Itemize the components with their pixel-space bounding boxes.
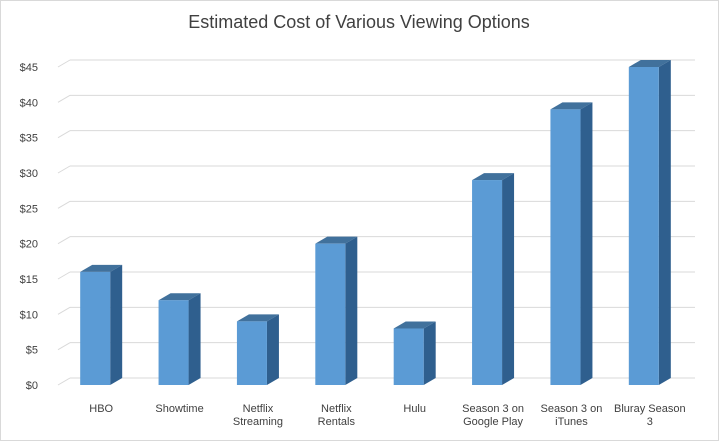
y-tick-label: $5 [26,345,38,357]
x-tick-label: HBO [89,403,113,415]
y-tick-label: $15 [20,274,38,286]
gridline [57,130,695,139]
gridline [57,165,695,174]
bar [628,60,671,385]
y-tick-label: $20 [20,239,38,251]
bar [315,236,358,385]
y-tick-label: $40 [20,97,38,109]
gridline [57,94,695,103]
bars [80,60,671,386]
x-axis-labels: HBO Showtime Netflix Streaming Netflix Rental… [89,403,685,428]
y-tick-label: $0 [26,380,38,392]
bar [80,264,123,385]
bar [236,314,279,385]
y-tick-label: $25 [20,203,38,215]
y-tick-label: $10 [20,309,38,321]
bar [393,321,436,385]
gridline [57,271,695,280]
x-tick-label: Showtime [155,403,203,415]
gridline [57,342,695,351]
x-tick-label: Hulu [403,403,426,415]
gridline [57,236,695,245]
bar [158,293,201,385]
gridline [57,59,695,68]
gridlines [57,59,695,386]
y-tick-label: $30 [20,168,38,180]
x-tick-label: Netflix Rentals [318,403,356,428]
y-tick-label: $35 [20,133,38,145]
x-tick-label: Season 3 on Google Play [462,403,524,428]
y-tick-label: $45 [20,62,38,74]
x-tick-label: Season 3 on iTunes [541,403,603,428]
bar [550,102,593,386]
x-tick-label: Bluray Season 3 [614,403,686,428]
gridline [57,377,695,386]
gridline [57,306,695,315]
bar [472,173,515,385]
chart-title: Estimated Cost of Various Viewing Option… [188,12,530,32]
y-axis-ticks: $0 $5 $10 $15 $20 $25 $30 $35 $40 $45 [20,62,38,392]
x-tick-label: Netflix Streaming [233,403,283,428]
gridline [57,200,695,209]
